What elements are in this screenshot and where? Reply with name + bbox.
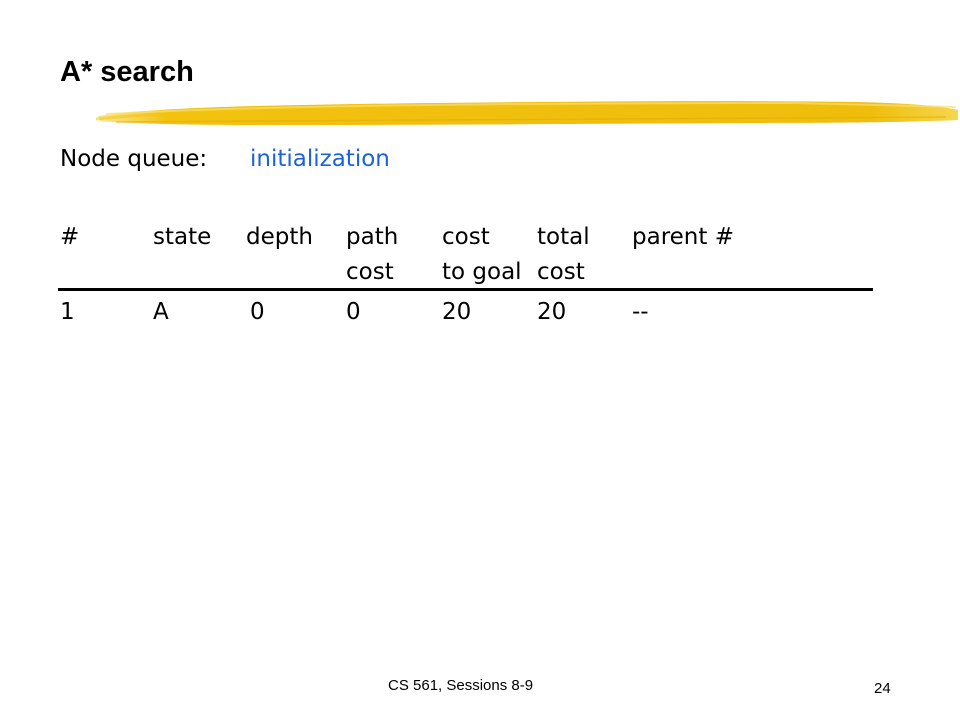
header-depth: depth: [246, 224, 313, 250]
table-cell-total-cost: 20: [537, 299, 567, 325]
header-path: path: [346, 224, 399, 250]
table-cell-depth: 0: [250, 299, 265, 325]
header-divider: [58, 288, 873, 291]
header-state: state: [153, 224, 212, 250]
table-cell-parent: --: [632, 299, 649, 325]
table-cell-state: A: [153, 299, 169, 325]
slide-footer: CS 561, Sessions 8-9: [388, 677, 534, 694]
node-queue-label: Node queue:: [60, 146, 208, 172]
header-parent: parent #: [632, 224, 734, 250]
title-underline-brush: [96, 101, 958, 125]
header-total: total: [537, 224, 590, 250]
header-number: #: [60, 224, 80, 250]
header-cost-to-goal-line2: to goal: [442, 259, 522, 285]
page-number: 24: [874, 680, 891, 697]
table-cell-path-cost: 0: [346, 299, 361, 325]
table-cell-number: 1: [60, 299, 75, 325]
header-path-cost-line2: cost: [346, 259, 394, 285]
header-cost: cost: [442, 224, 490, 250]
node-queue-status: initialization: [250, 146, 390, 172]
table-cell-cost-to-goal: 20: [442, 299, 472, 325]
header-total-cost-line2: cost: [537, 259, 585, 285]
slide-title: A* search: [60, 56, 194, 88]
